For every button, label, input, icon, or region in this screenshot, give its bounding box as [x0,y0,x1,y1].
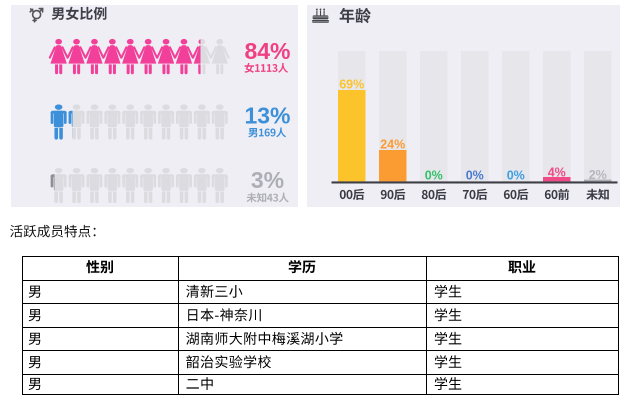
svg-text:0%: 0% [507,169,525,183]
svg-text:13%: 13% [244,103,290,129]
svg-text:0%: 0% [466,169,484,183]
svg-text:69%: 69% [339,78,364,92]
svg-text:24%: 24% [380,138,405,152]
svg-text:84%: 84% [244,38,290,64]
svg-text:0%: 0% [425,169,443,183]
svg-text:3%: 3% [251,167,284,193]
svg-text:2%: 2% [589,168,607,182]
svg-text:4%: 4% [548,165,566,179]
